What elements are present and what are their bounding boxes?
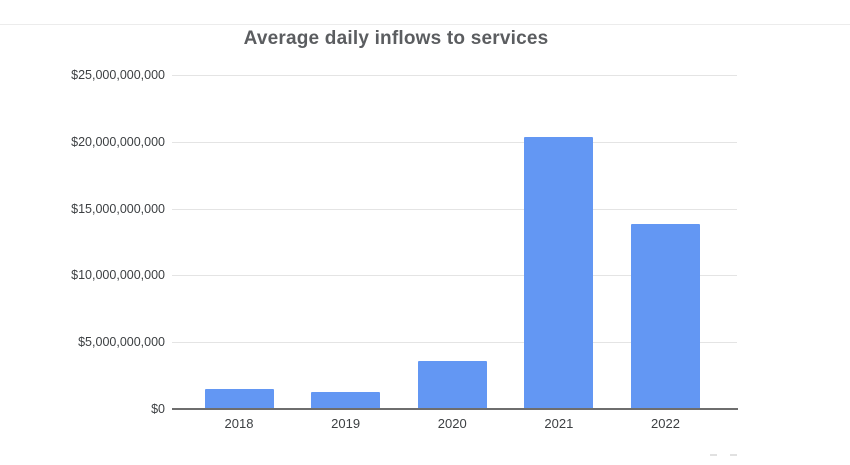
y-tick-label: $25,000,000,000: [71, 68, 165, 82]
x-tick-label: 2021: [544, 416, 574, 431]
y-tick-label: $10,000,000,000: [71, 268, 165, 283]
gridline: [172, 275, 737, 277]
x-axis-labels: 2018 2019 2020 2021 2022: [172, 416, 738, 436]
x-tick-label: 2020: [437, 416, 467, 431]
top-divider: [0, 24, 850, 25]
gridline: [172, 141, 737, 143]
y-axis-labels: $25,000,000,000 $20,000,000,000 $15,000,00…: [0, 0, 165, 465]
bar-2021: [524, 137, 594, 408]
gridline: [172, 342, 737, 344]
y-tick-label: $15,000,000,000: [71, 201, 165, 216]
bar-2019: [311, 391, 381, 408]
x-tick-label: 2018: [224, 416, 254, 431]
bar-2020: [417, 360, 487, 408]
watermark-fragment: [710, 453, 744, 457]
plot-area: [172, 75, 738, 410]
gridline: [172, 75, 737, 76]
bar-2018: [204, 388, 274, 408]
y-tick-label: $5,000,000,000: [78, 335, 165, 350]
y-tick-label: $0: [151, 402, 165, 416]
bar-2022: [630, 224, 700, 408]
gridline: [172, 208, 737, 210]
y-tick-label: $20,000,000,000: [71, 134, 165, 149]
x-tick-label: 2022: [651, 416, 680, 431]
x-tick-label: 2019: [331, 416, 361, 431]
x-axis-line: [172, 408, 738, 410]
chart-title: Average daily inflows to services: [243, 28, 549, 49]
